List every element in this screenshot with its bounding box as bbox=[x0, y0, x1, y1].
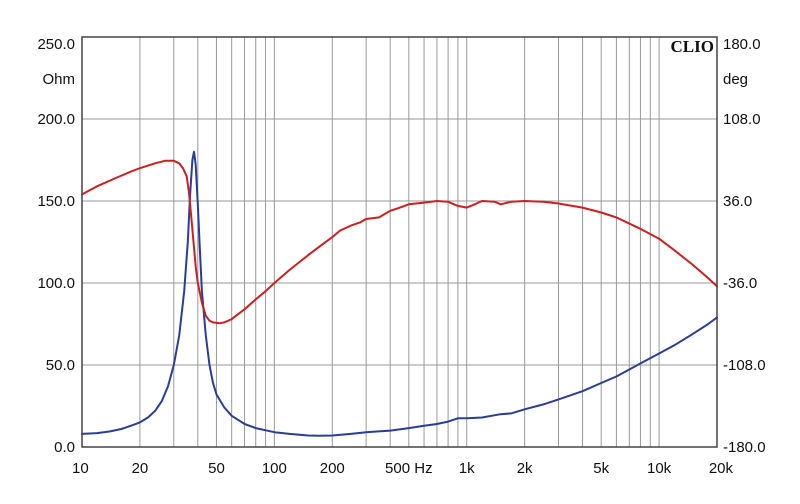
right-tick-label: -180.0 bbox=[723, 439, 766, 456]
x-tick-label: 100 bbox=[262, 460, 287, 477]
left-axis-ticks: 250.0 200.0 150.0 100.0 50.0 0.0 bbox=[37, 36, 75, 456]
left-axis-unit: Ohm bbox=[42, 71, 75, 88]
right-tick-label: 36.0 bbox=[723, 193, 752, 210]
left-tick-label: 200.0 bbox=[37, 111, 75, 128]
right-tick-label: -108.0 bbox=[723, 357, 766, 374]
x-tick-label: 5k bbox=[593, 460, 609, 477]
right-tick-label: 108.0 bbox=[723, 111, 761, 128]
series-group bbox=[81, 150, 718, 437]
grid bbox=[82, 37, 717, 447]
series-line-1 bbox=[81, 150, 718, 437]
x-tick-label: 20 bbox=[132, 460, 149, 477]
left-tick-label: 250.0 bbox=[37, 36, 75, 53]
x-tick-label: 10 bbox=[72, 460, 89, 477]
x-tick-label: 1k bbox=[459, 460, 475, 477]
left-tick-label: 100.0 bbox=[37, 275, 75, 292]
right-axis-ticks: 180.0 108.0 36.0 -36.0 -108.0 -180.0 bbox=[723, 36, 766, 456]
series-line-2 bbox=[81, 159, 718, 325]
x-tick-label: 200 bbox=[320, 460, 345, 477]
x-tick-label: 500 Hz bbox=[385, 460, 433, 477]
left-tick-label: 50.0 bbox=[46, 357, 75, 374]
right-axis-unit: deg bbox=[723, 71, 748, 88]
x-axis-ticks: 10 20 50 100 200 500 Hz 1k 2k 5k 10k 20k bbox=[72, 460, 733, 477]
left-tick-label: 0.0 bbox=[54, 439, 75, 456]
right-tick-label: -36.0 bbox=[723, 275, 757, 292]
right-tick-label: 180.0 bbox=[723, 36, 761, 53]
x-tick-label: 50 bbox=[208, 460, 225, 477]
clio-brand: CLIO bbox=[671, 37, 714, 56]
plot-frame bbox=[81, 36, 718, 448]
left-tick-label: 150.0 bbox=[37, 193, 75, 210]
x-tick-label: 20k bbox=[709, 460, 734, 477]
x-tick-label: 10k bbox=[647, 460, 672, 477]
x-tick-label: 2k bbox=[517, 460, 533, 477]
